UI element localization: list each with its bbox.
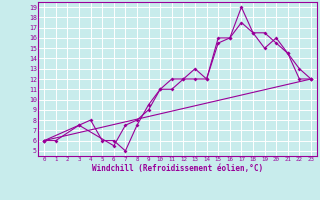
X-axis label: Windchill (Refroidissement éolien,°C): Windchill (Refroidissement éolien,°C) [92,164,263,173]
